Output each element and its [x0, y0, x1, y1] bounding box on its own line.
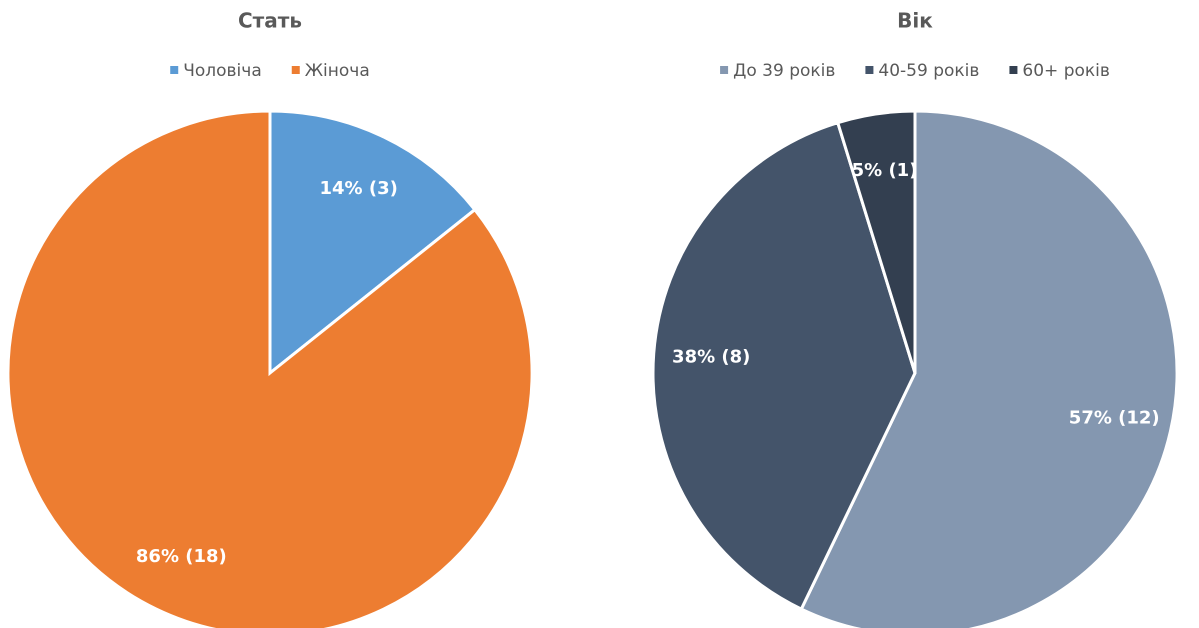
pie-slice — [651, 120, 917, 612]
legend-marker — [1009, 66, 1018, 74]
legend-label: До 39 років — [733, 61, 835, 81]
data-label: 38% (8) — [672, 347, 750, 368]
pie-slice — [799, 109, 1179, 628]
data-label: 14% (3) — [320, 178, 398, 199]
legend-label: 40-59 років — [878, 61, 979, 81]
legend-label: Чоловіча — [183, 61, 262, 81]
legend-label: Жіноча — [305, 61, 370, 81]
chart-title: Вік — [897, 9, 933, 33]
pie-slice — [6, 109, 534, 628]
legend-marker — [865, 66, 874, 74]
legend-marker — [720, 66, 729, 74]
data-label: 5% (1) — [852, 160, 918, 181]
data-label: 86% (18) — [136, 546, 227, 567]
data-label: 57% (12) — [1069, 407, 1160, 428]
pie-slice — [835, 109, 917, 374]
chart-title: Стать — [238, 9, 302, 33]
legend-marker — [291, 66, 300, 74]
pie-slice — [268, 109, 477, 377]
legend-label: 60+ років — [1022, 61, 1109, 81]
legend-marker — [170, 66, 179, 74]
